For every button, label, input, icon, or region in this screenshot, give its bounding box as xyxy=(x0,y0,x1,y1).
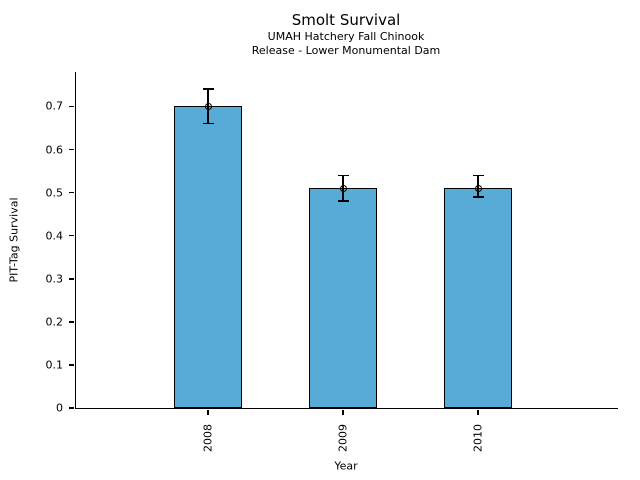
chart-title: Smolt Survival xyxy=(291,11,401,29)
x-tick-mark xyxy=(207,409,209,415)
x-tick-label: 2009 xyxy=(336,424,350,452)
x-tick-label: 2010 xyxy=(471,424,485,452)
y-tick-mark xyxy=(68,234,74,237)
bar-2010 xyxy=(444,188,512,408)
x-tick-mark xyxy=(342,409,344,415)
error-bar-cap-top xyxy=(337,174,349,177)
y-tick-label: 0.6 xyxy=(45,143,64,157)
y-tick-mark xyxy=(68,364,74,366)
y-axis-title: PIT-Tag Survival xyxy=(7,197,21,283)
y-tick-label: 0.1 xyxy=(45,358,64,372)
point-marker xyxy=(474,184,482,192)
error-bar-cap-bottom xyxy=(337,200,349,202)
y-tick-mark xyxy=(68,148,74,151)
x-tick-label: 2008 xyxy=(201,424,215,452)
y-tick-mark xyxy=(68,407,74,409)
y-tick-label: 0.4 xyxy=(45,229,64,243)
error-bar-cap-bottom xyxy=(202,122,214,125)
plot-area xyxy=(75,72,618,409)
y-tick-label: 0.5 xyxy=(45,186,64,200)
y-tick-label: 0.7 xyxy=(45,99,64,113)
x-axis-title: Year xyxy=(334,459,358,473)
error-bar-cap-top xyxy=(472,174,484,177)
chart-subtitle-line1: UMAH Hatchery Fall Chinook xyxy=(267,30,425,43)
x-tick-mark xyxy=(477,409,479,415)
y-tick-label: 0.3 xyxy=(45,272,64,286)
y-tick-label: 0.2 xyxy=(45,315,64,329)
bar-2009 xyxy=(309,188,377,408)
error-bar-cap-bottom xyxy=(472,196,484,198)
error-bar-cap-top xyxy=(202,88,214,90)
y-tick-mark xyxy=(68,321,74,323)
y-tick-mark xyxy=(68,278,74,280)
bar-2008 xyxy=(174,106,242,408)
point-marker xyxy=(339,184,347,192)
chart-subtitle-line2: Release - Lower Monumental Dam xyxy=(251,44,441,57)
y-tick-mark xyxy=(68,191,74,194)
y-tick-label: 0 xyxy=(56,401,63,415)
y-tick-mark xyxy=(68,105,74,108)
point-marker xyxy=(204,102,212,110)
